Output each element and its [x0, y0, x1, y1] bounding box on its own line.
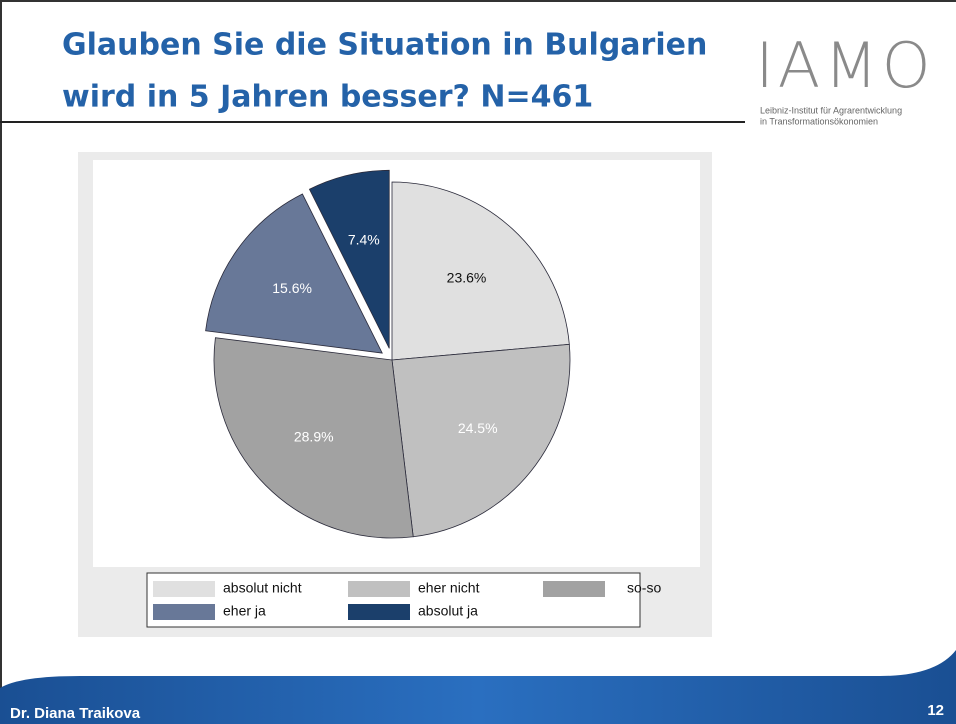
- data-label: 24.5%: [458, 420, 498, 436]
- pie-slice: [391, 343, 571, 538]
- legend-swatch: [153, 604, 215, 620]
- data-label: 23.6%: [447, 269, 487, 285]
- legend-label: absolut nicht: [223, 580, 302, 596]
- legend-label: absolut ja: [418, 603, 478, 619]
- title-line: Glauben Sie die Situation in Bulgarien: [62, 28, 707, 63]
- data-label: 15.6%: [272, 280, 312, 296]
- legend-label: so-so: [627, 580, 661, 596]
- footer-band: [0, 650, 956, 724]
- legend-swatch: [348, 604, 410, 620]
- pie-slice: [391, 181, 570, 361]
- legend-swatch: [348, 581, 410, 597]
- footer-author: Dr. Diana Traikova: [10, 705, 141, 722]
- page-number: 12: [927, 702, 944, 719]
- logo: IAMO: [756, 29, 935, 102]
- legend-swatch: [153, 581, 215, 597]
- pie-slice: [308, 169, 390, 349]
- data-label: 7.4%: [348, 232, 380, 248]
- data-label: 28.9%: [294, 428, 334, 444]
- logo-text: in Transformationsökonomien: [760, 116, 878, 126]
- title-line: wird in 5 Jahren besser? N=461: [62, 80, 593, 115]
- legend-label: eher ja: [223, 603, 266, 619]
- legend-swatch: [543, 581, 605, 597]
- logo-text: Leibniz-Institut für Agrarentwicklung: [760, 105, 902, 115]
- legend-label: eher nicht: [418, 580, 480, 596]
- pie-slice: [213, 337, 414, 539]
- pie-slice: [205, 193, 383, 354]
